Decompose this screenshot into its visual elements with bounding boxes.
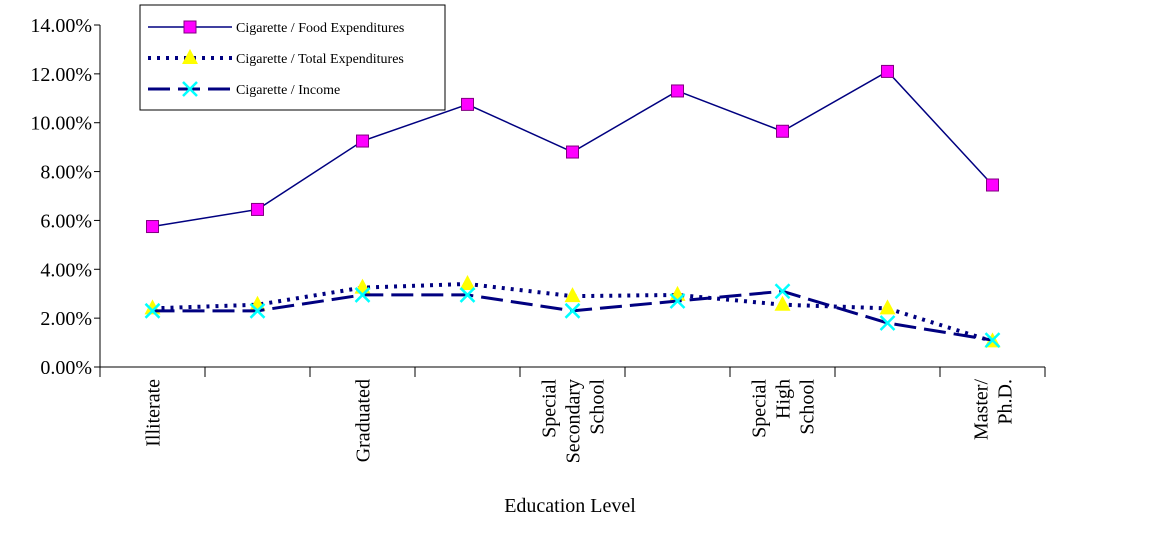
y-tick-label: 8.00% [40,162,92,184]
marker [879,299,896,315]
marker [354,287,371,303]
legend-marker [183,20,197,34]
marker [669,293,686,309]
y-tick-label: 10.00% [30,113,92,135]
y-tick-label: 0.00% [40,357,92,379]
x-tick-label: Graduated [353,379,375,462]
y-tick-label: 12.00% [30,64,92,86]
y-tick-label: 4.00% [40,259,92,281]
marker [879,315,896,331]
marker [564,302,581,319]
marker [459,287,476,303]
marker [774,283,791,300]
marker [564,287,581,303]
marker [356,134,369,148]
legend-marker [182,81,198,97]
marker [183,20,197,34]
marker [182,81,198,97]
series-line [152,281,994,344]
marker [182,49,198,64]
marker [669,285,686,301]
marker [986,178,999,192]
marker [251,202,264,216]
x-tick-label: Special Secondary School [539,379,609,469]
legend-marker [182,49,198,64]
marker [146,220,159,234]
marker [881,64,894,78]
marker [459,274,476,290]
legend-label: Cigarette / Income [236,83,340,98]
marker [984,332,1001,349]
marker [144,302,161,319]
marker [671,84,684,98]
y-tick-label: 14.00% [30,15,92,37]
y-tick-label: 6.00% [40,210,92,232]
x-axis-title: Education Level [504,495,636,517]
marker [249,302,266,319]
legend-label: Cigarette / Total Expenditures [236,52,404,67]
marker [774,295,791,311]
x-tick-label: Master/ Ph.D. [971,379,1017,441]
x-tick-label: Illiterate [143,379,165,447]
marker [776,124,789,138]
y-tick-label: 2.00% [40,308,92,330]
x-tick-label: Special High School [749,379,819,440]
marker [461,97,474,111]
marker [566,145,579,159]
legend-label: Cigarette / Food Expenditures [236,21,404,36]
